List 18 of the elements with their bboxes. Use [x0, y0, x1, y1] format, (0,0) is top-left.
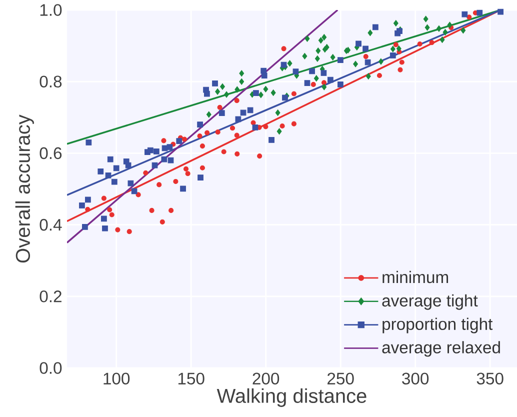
- y-tick-label: 0.8: [40, 76, 62, 88]
- x-tick-label: 100: [104, 372, 130, 384]
- x-axis-title: Walking distance: [216, 388, 366, 407]
- x-tick-label: 250: [328, 372, 354, 384]
- y-tick-label: 1.0: [40, 4, 62, 16]
- x-tick-label: 150: [178, 372, 204, 384]
- x-tick-label: 200: [252, 372, 280, 384]
- legend-label: proportion tight: [382, 318, 493, 334]
- y-tick-label: 0.0: [40, 362, 62, 374]
- y-tick-label: 0.2: [40, 290, 62, 302]
- y-axis-title: Overall accuracy: [15, 114, 34, 263]
- legend-label: average tight: [382, 294, 478, 310]
- x-tick-label: 300: [402, 372, 429, 384]
- y-tick-label: 0.6: [40, 147, 62, 160]
- y-tick-label: 0.4: [40, 218, 62, 231]
- legend-label: minimum: [382, 270, 448, 284]
- x-tick-label: 350: [476, 372, 504, 384]
- legend-label: average relaxed: [382, 341, 500, 357]
